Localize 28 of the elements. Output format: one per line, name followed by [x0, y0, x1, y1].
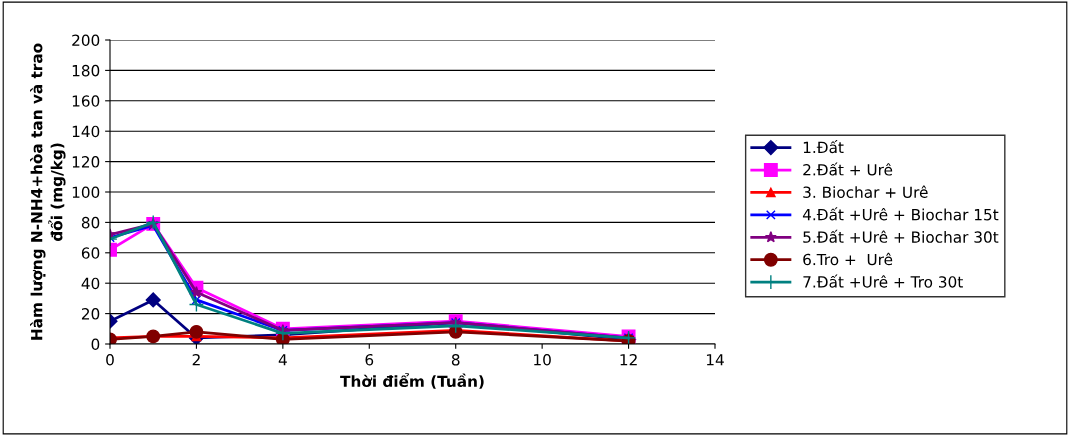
legend-label: 7.Đất +Urê + Tro 30t [803, 274, 963, 288]
y-tick-label: 20 [81, 308, 100, 320]
y-tick-label: 0 [91, 338, 100, 351]
y-tick-label: 160 [72, 95, 100, 107]
legend-label: 5.Đất +Urê + Biochar 30t [803, 229, 999, 243]
x-tick-label: 14 [706, 354, 724, 366]
y-tick-label: 180 [72, 64, 100, 77]
y-tick-label: 60 [81, 247, 100, 259]
x-tick-label: 2 [192, 353, 200, 366]
y-tick-label: 40 [81, 277, 100, 290]
y-axis-title: Hàm lượng N-NH4+hòa tan và trao đổi (mg/kg) [30, 43, 66, 340]
y-tick-label: 200 [72, 34, 100, 47]
legend-label: 3. Biochar + Urê [803, 185, 928, 199]
x-tick-label: 10 [534, 353, 551, 366]
legend-label: 6.Tro + Urê [803, 252, 893, 266]
y-tick-label: 100 [72, 186, 100, 199]
x-tick-label: 8 [451, 353, 460, 366]
x-tick-label: 6 [365, 353, 374, 366]
y-tick-label: 140 [72, 125, 100, 138]
y-tick-label: 120 [72, 156, 100, 168]
x-tick-label: 4 [278, 354, 287, 366]
x-tick-label: 0 [106, 353, 114, 366]
legend-label: 2.Đất + Urê [803, 162, 893, 176]
x-tick-label: 12 [620, 353, 637, 366]
legend-label: 4.Đất +Urê + Biochar 15t [802, 207, 999, 221]
x-axis-title: Thời điểm (Tuần) [340, 372, 484, 389]
legend-label: 1.Đất [803, 140, 844, 154]
y-tick-label: 80 [81, 216, 100, 229]
